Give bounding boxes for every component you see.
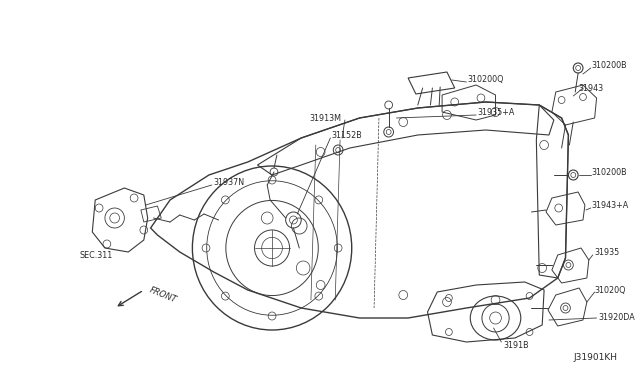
Text: 31943+A: 31943+A — [592, 201, 629, 209]
Text: 31935+A: 31935+A — [477, 108, 515, 116]
Text: 310200B: 310200B — [592, 61, 627, 70]
Text: 31020Q: 31020Q — [595, 285, 626, 295]
Text: FRONT: FRONT — [148, 285, 178, 305]
Text: J31901KH: J31901KH — [573, 353, 617, 362]
Text: 31152B: 31152B — [332, 131, 362, 140]
Text: 31920DA: 31920DA — [598, 314, 636, 323]
Text: 310200Q: 310200Q — [467, 74, 504, 83]
Text: SEC.311: SEC.311 — [79, 250, 113, 260]
Text: 31943: 31943 — [578, 83, 604, 93]
Text: 31913M: 31913M — [309, 113, 341, 122]
Text: 3191B: 3191B — [503, 340, 529, 350]
Text: 31935: 31935 — [595, 247, 620, 257]
Text: 31937N: 31937N — [214, 177, 245, 186]
Text: 310200B: 310200B — [592, 167, 627, 176]
